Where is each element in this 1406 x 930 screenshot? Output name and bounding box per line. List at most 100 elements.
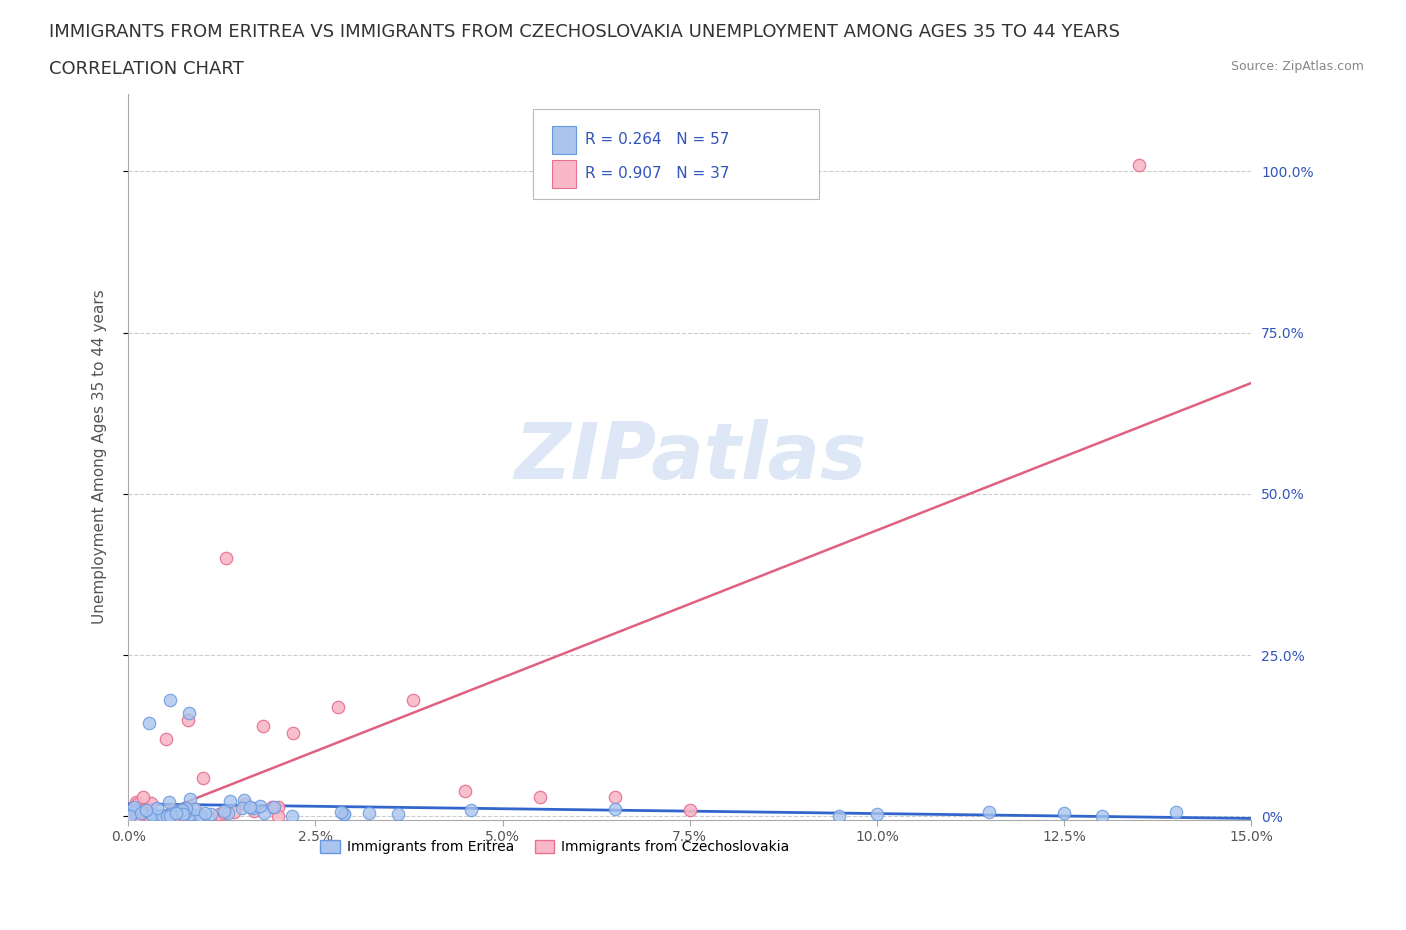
Point — [828, 809, 851, 824]
Point — [603, 790, 626, 804]
Point — [402, 693, 425, 708]
Point — [179, 791, 201, 806]
Point — [1053, 805, 1076, 820]
Point — [460, 803, 482, 817]
Point — [188, 808, 211, 823]
Point — [124, 804, 146, 819]
Point — [139, 796, 162, 811]
Point — [162, 803, 184, 817]
Point — [200, 806, 222, 821]
Point — [120, 808, 142, 823]
Point — [233, 796, 256, 811]
Point — [172, 802, 194, 817]
Point — [191, 770, 214, 785]
Text: R = 0.907   N = 37: R = 0.907 N = 37 — [585, 166, 730, 181]
Text: IMMIGRANTS FROM ERITREA VS IMMIGRANTS FROM CZECHOSLOVAKIA UNEMPLOYMENT AMONG AGE: IMMIGRANTS FROM ERITREA VS IMMIGRANTS FR… — [49, 23, 1121, 41]
Text: ZIPatlas: ZIPatlas — [513, 418, 866, 495]
FancyBboxPatch shape — [551, 160, 576, 188]
Point — [326, 699, 349, 714]
Point — [156, 808, 179, 823]
Text: Source: ZipAtlas.com: Source: ZipAtlas.com — [1230, 60, 1364, 73]
Point — [135, 803, 157, 817]
Point — [214, 551, 236, 565]
Point — [159, 693, 181, 708]
Point — [208, 806, 231, 821]
Point — [529, 790, 551, 804]
Point — [281, 725, 304, 740]
Point — [214, 804, 236, 818]
Point — [603, 802, 626, 817]
Legend: Immigrants from Eritrea, Immigrants from Czechoslovakia: Immigrants from Eritrea, Immigrants from… — [315, 835, 794, 860]
Point — [267, 799, 290, 814]
Point — [172, 803, 194, 817]
Point — [125, 796, 148, 811]
Point — [132, 803, 155, 817]
Point — [679, 803, 702, 817]
Point — [169, 803, 191, 817]
Y-axis label: Unemployment Among Ages 35 to 44 years: Unemployment Among Ages 35 to 44 years — [93, 289, 107, 624]
Point — [180, 807, 202, 822]
Point — [120, 808, 142, 823]
Point — [125, 794, 148, 809]
Point — [249, 798, 271, 813]
Point — [242, 801, 264, 816]
Point — [159, 808, 181, 823]
Point — [177, 706, 200, 721]
Point — [1166, 804, 1188, 819]
Point — [267, 808, 290, 823]
Point — [280, 809, 302, 824]
Text: CORRELATION CHART: CORRELATION CHART — [49, 60, 245, 78]
Point — [124, 803, 146, 817]
Point — [260, 800, 283, 815]
Point — [173, 805, 195, 820]
Point — [242, 804, 264, 818]
Point — [333, 807, 356, 822]
Point — [148, 808, 170, 823]
Point — [187, 809, 209, 824]
Point — [128, 809, 150, 824]
Point — [165, 806, 187, 821]
Point — [217, 805, 239, 820]
Point — [332, 806, 354, 821]
Point — [231, 801, 253, 816]
Point — [184, 802, 207, 817]
FancyBboxPatch shape — [533, 109, 818, 199]
FancyBboxPatch shape — [551, 126, 576, 153]
Point — [330, 804, 353, 819]
Point — [138, 715, 160, 730]
Point — [124, 809, 146, 824]
Point — [176, 801, 198, 816]
Point — [263, 799, 285, 814]
Point — [193, 805, 215, 820]
Point — [172, 806, 194, 821]
Point — [141, 807, 163, 822]
Point — [145, 807, 167, 822]
Point — [155, 732, 177, 747]
Point — [253, 805, 276, 820]
Point — [150, 807, 173, 822]
Point — [1090, 809, 1112, 824]
Point — [222, 804, 245, 819]
Point — [219, 794, 242, 809]
Point — [160, 805, 183, 820]
Point — [177, 712, 200, 727]
Point — [239, 800, 262, 815]
Point — [212, 805, 235, 820]
Point — [979, 804, 1001, 819]
Point — [157, 794, 180, 809]
Text: R = 0.264   N = 57: R = 0.264 N = 57 — [585, 132, 730, 147]
Point — [128, 809, 150, 824]
Point — [124, 800, 146, 815]
Point — [136, 807, 159, 822]
Point — [181, 801, 204, 816]
Point — [866, 806, 889, 821]
Point — [387, 807, 409, 822]
Point — [169, 807, 191, 822]
Point — [131, 804, 153, 819]
Point — [132, 790, 155, 804]
Point — [232, 793, 254, 808]
Point — [163, 809, 186, 824]
Point — [454, 783, 477, 798]
Point — [132, 807, 155, 822]
Point — [129, 806, 152, 821]
